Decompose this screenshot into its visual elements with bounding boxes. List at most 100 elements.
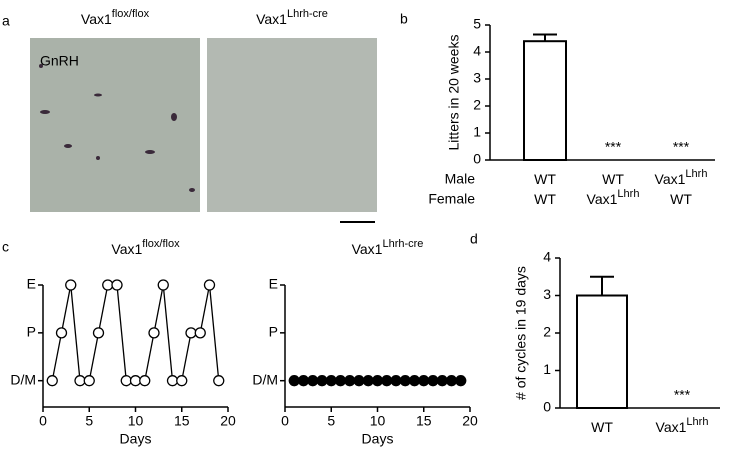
image-label: GnRH — [40, 53, 79, 69]
micrograph — [30, 38, 200, 212]
point — [83, 375, 95, 387]
y-tick-label: P — [27, 324, 36, 340]
y-tick-label: E — [269, 276, 278, 292]
point — [445, 375, 458, 387]
panel-label: c — [2, 239, 9, 255]
x-tick-label-base: Vax1 — [587, 191, 618, 207]
x-tick-label: 0 — [39, 413, 47, 429]
image-title-base: Vax1 — [81, 11, 112, 27]
point — [46, 375, 58, 387]
point — [213, 375, 225, 387]
bar — [523, 40, 567, 162]
point — [307, 375, 319, 387]
chart-title: Vax1flox/flox — [111, 238, 180, 257]
x-tick-label-base: WT — [670, 191, 692, 207]
y-tick-label: 1 — [473, 124, 481, 140]
micrograph — [207, 38, 377, 212]
y-tick-label: 2 — [473, 97, 481, 113]
x-tick-label: Vax1Lhrh — [656, 416, 709, 435]
point — [390, 375, 402, 387]
x-tick-label: 0 — [281, 413, 289, 429]
row-name: Female — [428, 191, 475, 207]
x-tick-label: WT — [534, 171, 556, 187]
chart-title-sup: Lhrh-cre — [382, 238, 423, 250]
point — [325, 375, 337, 387]
x-tick-label-base: Vax1 — [656, 419, 687, 435]
x-tick-label: 5 — [85, 413, 93, 429]
bar — [576, 294, 628, 409]
x-tick-label: WT — [534, 191, 556, 207]
point — [139, 375, 151, 387]
point — [399, 375, 411, 387]
x-tick-label: 15 — [174, 413, 190, 429]
point — [297, 375, 310, 387]
y-axis-label: # of cycles in 19 days — [513, 266, 529, 400]
y-axis-label: Litters in 20 weeks — [446, 35, 462, 151]
point — [408, 375, 421, 387]
panel-label: a — [2, 13, 10, 29]
image-title: Vax1flox/flox — [81, 8, 150, 27]
x-tick-label-base: WT — [591, 419, 613, 435]
point — [418, 375, 430, 387]
y-tick-label: 0 — [543, 399, 551, 415]
x-tick-label: WT — [602, 171, 624, 187]
panel-label: b — [400, 11, 408, 27]
image-title-sup: flox/flox — [112, 8, 150, 20]
point — [353, 375, 365, 387]
point — [194, 327, 206, 339]
x-tick-label-base: Vax1 — [655, 171, 686, 187]
chart-title-base: Vax1 — [352, 241, 383, 257]
point — [157, 279, 169, 291]
point — [65, 279, 77, 291]
image-title-base: Vax1 — [256, 11, 287, 27]
point — [371, 375, 384, 387]
x-tick-label-sup: Lhrh — [685, 168, 707, 180]
x-tick-label-base: WT — [534, 191, 556, 207]
chart-title-sup: flox/flox — [142, 238, 180, 250]
chart-title-base: Vax1 — [111, 241, 142, 257]
point — [111, 279, 123, 291]
x-tick-label-base: WT — [534, 171, 556, 187]
point — [381, 375, 393, 387]
y-tick-label: 5 — [473, 16, 481, 32]
y-tick-label: 1 — [543, 361, 551, 377]
y-tick-label: D/M — [10, 371, 36, 387]
point — [427, 375, 439, 387]
x-tick-label: 20 — [462, 413, 478, 429]
x-axis-label: Days — [362, 431, 394, 447]
panel-label: d — [470, 231, 478, 247]
point — [176, 375, 188, 387]
x-tick-label: 10 — [370, 413, 386, 429]
y-tick-label: D/M — [252, 371, 278, 387]
x-tick-label-sup: Lhrh — [686, 416, 708, 428]
x-tick-label: 20 — [220, 413, 236, 429]
x-tick-label: 10 — [128, 413, 144, 429]
x-tick-label: 5 — [327, 413, 335, 429]
point — [185, 327, 197, 339]
x-tick-label: Vax1Lhrh — [587, 188, 640, 207]
point — [334, 375, 347, 387]
x-tick-label: WT — [670, 191, 692, 207]
significance: *** — [605, 139, 622, 155]
point — [148, 327, 160, 339]
point — [129, 375, 142, 387]
point — [344, 375, 356, 387]
y-tick-label: 2 — [543, 324, 551, 340]
x-tick-label: Vax1Lhrh — [655, 168, 708, 187]
point — [74, 375, 86, 387]
point — [102, 279, 114, 291]
point — [203, 279, 216, 291]
significance: *** — [674, 387, 691, 403]
chart-title: Vax1Lhrh-cre — [352, 238, 424, 257]
y-tick-label: E — [27, 276, 36, 292]
y-tick-label: 4 — [473, 43, 481, 59]
x-tick-label: 15 — [416, 413, 432, 429]
row-name: Male — [445, 171, 476, 187]
stained-cells — [39, 64, 195, 192]
x-tick-label-base: WT — [602, 171, 624, 187]
y-tick-label: 0 — [473, 151, 481, 167]
point — [288, 375, 300, 387]
y-tick-label: 3 — [473, 70, 481, 86]
x-tick-label: WT — [591, 419, 613, 435]
